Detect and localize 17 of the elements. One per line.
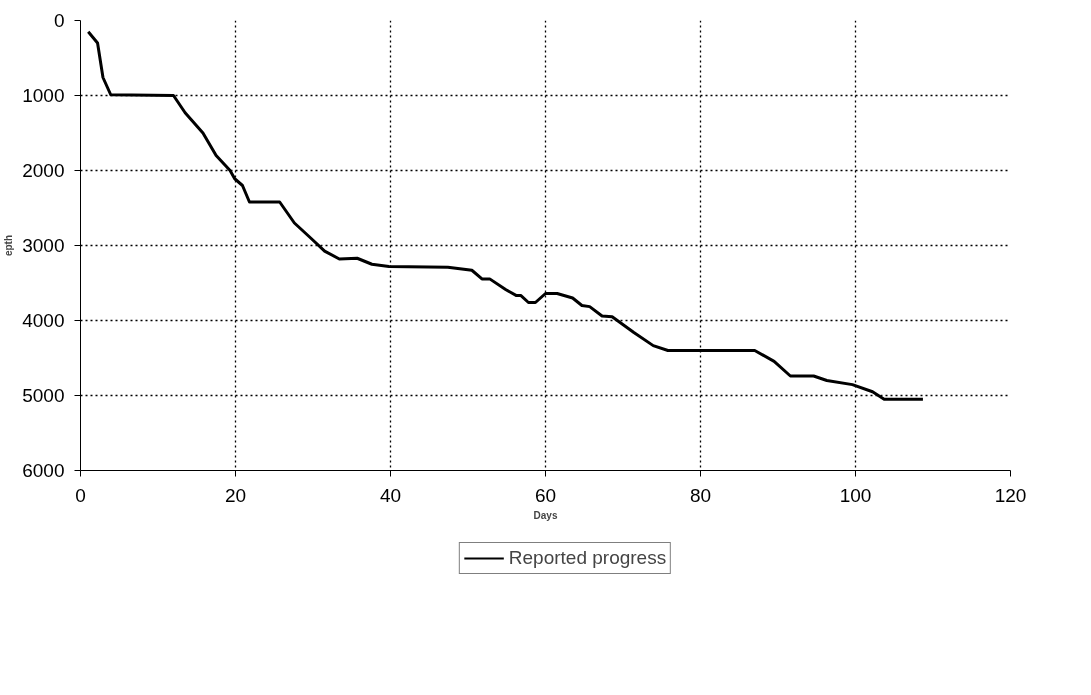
x-tick-label: 100: [839, 484, 872, 506]
y-tick-label: 1000: [22, 85, 65, 106]
y-tick-label: 2000: [22, 160, 65, 181]
x-tick-label: 20: [224, 484, 247, 506]
y-tick-label: 3000: [22, 235, 65, 256]
y-tick-label: 6000: [22, 460, 65, 481]
y-tick-label: 5000: [22, 385, 65, 406]
legend-label: Reported progress: [508, 547, 667, 569]
x-tick-label: 80: [689, 484, 712, 506]
x-tick-label: 60: [534, 484, 557, 506]
y-tick-label: 0: [53, 10, 65, 31]
x-tick-label: 0: [75, 484, 86, 506]
x-tick-label: 40: [379, 484, 402, 506]
x-tick-label: 120: [994, 484, 1027, 506]
x-axis-title: Days: [533, 509, 558, 521]
y-axis-title: epth: [3, 234, 15, 257]
y-tick-label: 4000: [22, 310, 65, 331]
